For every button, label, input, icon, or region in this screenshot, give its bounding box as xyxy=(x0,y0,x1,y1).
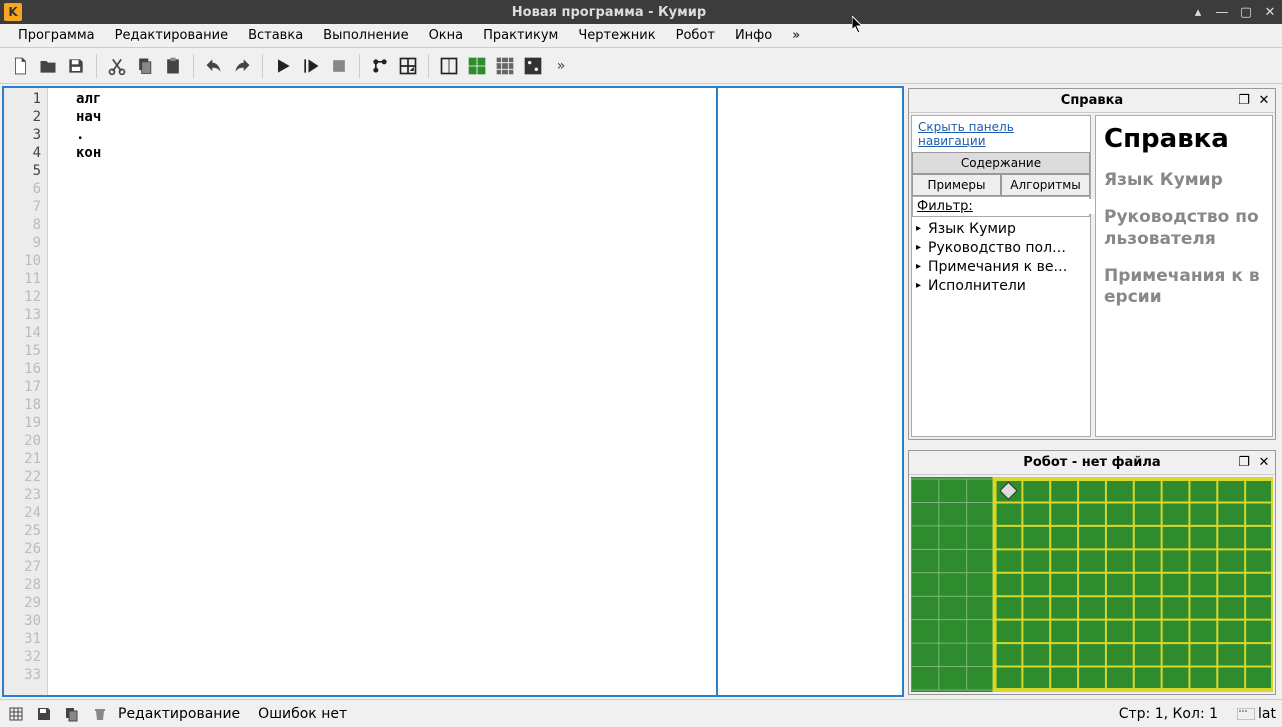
help-section-2[interactable]: Примечания к версии xyxy=(1104,266,1264,309)
menu-1[interactable]: Редактирование xyxy=(105,26,238,45)
titlebar: K Новая программа - Кумир ▴ — ▢ ✕ xyxy=(0,0,1282,24)
robot-grid[interactable] xyxy=(911,477,1273,692)
status-sheet-icon[interactable] xyxy=(6,704,26,724)
status-copy-icon[interactable] xyxy=(62,704,82,724)
menu-7[interactable]: Робот xyxy=(666,26,725,45)
redo-button[interactable] xyxy=(228,52,256,80)
help-panel: Справка ❐ ✕ Скрыть панель навигации Соде… xyxy=(908,88,1276,440)
help-content-view: Справка Язык Кумир Руководство пользоват… xyxy=(1095,115,1273,437)
line-gutter: 1234567891011121314151617181920212223242… xyxy=(4,88,48,695)
grid-button-1[interactable] xyxy=(435,52,463,80)
menu-3[interactable]: Выполнение xyxy=(313,26,418,45)
robot-panel-close-icon[interactable]: ✕ xyxy=(1257,456,1271,470)
code-editor[interactable]: 1234567891011121314151617181920212223242… xyxy=(2,86,904,697)
menu-5[interactable]: Практикум xyxy=(473,26,568,45)
status-cursor-position: Стр: 1, Кол: 1 xyxy=(1119,706,1218,722)
help-section-1[interactable]: Руководство пользователя xyxy=(1104,207,1264,250)
robot-panel-popout-icon[interactable]: ❐ xyxy=(1237,456,1251,470)
help-tree[interactable]: ▸Язык Кумир▸Руководство пол…▸Примечания … xyxy=(912,217,1090,436)
new-file-button[interactable] xyxy=(6,52,34,80)
tab-algorithms[interactable]: Алгоритмы xyxy=(1001,174,1090,196)
help-content-heading: Справка xyxy=(1104,124,1264,154)
toolbar-overflow-button[interactable]: » xyxy=(547,52,575,80)
filter-label: Фильтр: xyxy=(917,199,973,214)
copy-button[interactable] xyxy=(131,52,159,80)
menu-6[interactable]: Чертежник xyxy=(568,26,665,45)
help-tree-item-0[interactable]: ▸Язык Кумир xyxy=(916,219,1086,238)
robot-panel: Робот - нет файла ❐ ✕ xyxy=(908,450,1276,695)
tab-examples[interactable]: Примеры xyxy=(912,174,1001,196)
code-margin-area xyxy=(718,88,902,695)
paste-button[interactable] xyxy=(159,52,187,80)
cut-button[interactable] xyxy=(103,52,131,80)
tab-contents[interactable]: Содержание xyxy=(912,152,1090,174)
hide-nav-link[interactable]: Скрыть панель навигации xyxy=(912,116,1090,152)
grid-button-2[interactable] xyxy=(463,52,491,80)
help-section-0[interactable]: Язык Кумир xyxy=(1104,170,1264,191)
robot-panel-title: Робот - нет файла xyxy=(1023,455,1160,470)
status-keyboard-icon[interactable] xyxy=(1236,704,1256,724)
window-title: Новая программа - Кумир xyxy=(28,5,1190,20)
step-button[interactable] xyxy=(297,52,325,80)
help-nav-sidebar: Скрыть панель навигации Содержание Приме… xyxy=(911,115,1091,437)
status-trash-icon[interactable] xyxy=(90,704,110,724)
help-tree-item-3[interactable]: ▸Исполнители xyxy=(916,276,1086,295)
code-text-area[interactable]: алгнач.кон xyxy=(48,88,718,695)
window-up-icon[interactable]: ▴ xyxy=(1190,4,1206,20)
menubar: ПрограммаРедактированиеВставкаВыполнение… xyxy=(0,24,1282,48)
actor-button-2[interactable] xyxy=(394,52,422,80)
undo-button[interactable] xyxy=(200,52,228,80)
help-tree-item-2[interactable]: ▸Примечания к ве… xyxy=(916,257,1086,276)
help-panel-title: Справка xyxy=(1061,93,1123,108)
help-panel-popout-icon[interactable]: ❐ xyxy=(1237,94,1251,108)
app-icon: K xyxy=(4,3,22,21)
run-button[interactable] xyxy=(269,52,297,80)
statusbar: Редактирование Ошибок нет Стр: 1, Кол: 1… xyxy=(0,699,1282,727)
help-tree-item-1[interactable]: ▸Руководство пол… xyxy=(916,238,1086,257)
menu-9[interactable]: » xyxy=(782,26,810,45)
help-panel-close-icon[interactable]: ✕ xyxy=(1257,94,1271,108)
menu-2[interactable]: Вставка xyxy=(238,26,313,45)
actor-button-1[interactable] xyxy=(366,52,394,80)
status-errors: Ошибок нет xyxy=(258,706,347,722)
save-file-button[interactable] xyxy=(62,52,90,80)
menu-4[interactable]: Окна xyxy=(419,26,474,45)
toolbar: » xyxy=(0,48,1282,84)
grid-button-4[interactable] xyxy=(519,52,547,80)
menu-8[interactable]: Инфо xyxy=(725,26,782,45)
status-mode: Редактирование xyxy=(118,706,240,722)
window-close-icon[interactable]: ✕ xyxy=(1262,4,1278,20)
status-lang[interactable]: lat xyxy=(1258,706,1276,722)
stop-button[interactable] xyxy=(325,52,353,80)
status-save-icon[interactable] xyxy=(34,704,54,724)
menu-0[interactable]: Программа xyxy=(8,26,105,45)
open-file-button[interactable] xyxy=(34,52,62,80)
window-minimize-icon[interactable]: — xyxy=(1214,4,1230,20)
window-maximize-icon[interactable]: ▢ xyxy=(1238,4,1254,20)
grid-button-3[interactable] xyxy=(491,52,519,80)
